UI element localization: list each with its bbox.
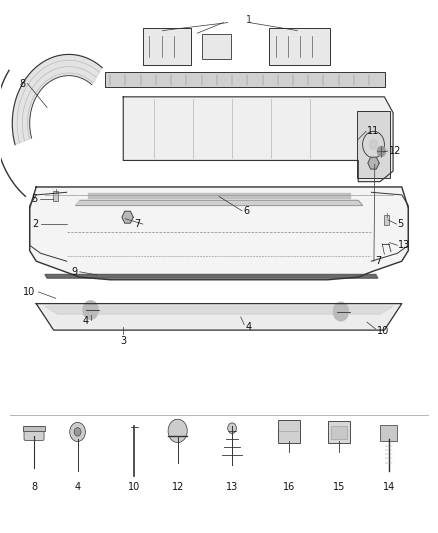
Text: 4: 4 bbox=[245, 322, 251, 333]
Text: 10: 10 bbox=[377, 326, 389, 336]
Text: 14: 14 bbox=[383, 481, 395, 491]
Polygon shape bbox=[368, 157, 379, 169]
FancyBboxPatch shape bbox=[357, 111, 390, 178]
Circle shape bbox=[83, 301, 99, 319]
FancyBboxPatch shape bbox=[328, 421, 350, 443]
Circle shape bbox=[74, 427, 81, 436]
FancyBboxPatch shape bbox=[278, 419, 300, 443]
Circle shape bbox=[377, 146, 386, 157]
FancyBboxPatch shape bbox=[105, 72, 385, 87]
Polygon shape bbox=[88, 193, 350, 198]
Polygon shape bbox=[30, 187, 408, 280]
Text: 1: 1 bbox=[247, 15, 253, 25]
FancyBboxPatch shape bbox=[202, 34, 231, 59]
Circle shape bbox=[70, 422, 85, 441]
Text: 12: 12 bbox=[389, 146, 401, 156]
Circle shape bbox=[333, 302, 349, 321]
Text: 10: 10 bbox=[128, 481, 140, 491]
Circle shape bbox=[369, 139, 378, 150]
Text: 10: 10 bbox=[23, 287, 35, 297]
Polygon shape bbox=[45, 306, 393, 314]
Polygon shape bbox=[45, 274, 378, 278]
Polygon shape bbox=[12, 54, 102, 144]
Text: 7: 7 bbox=[375, 256, 381, 266]
Circle shape bbox=[228, 423, 237, 433]
Text: 8: 8 bbox=[31, 481, 37, 491]
Text: 9: 9 bbox=[71, 267, 78, 277]
FancyBboxPatch shape bbox=[331, 425, 346, 439]
Text: 16: 16 bbox=[283, 481, 295, 491]
Text: 2: 2 bbox=[32, 219, 39, 229]
Text: 12: 12 bbox=[171, 481, 184, 491]
FancyBboxPatch shape bbox=[269, 28, 330, 65]
FancyBboxPatch shape bbox=[381, 425, 397, 441]
Text: 3: 3 bbox=[120, 336, 126, 346]
Text: 6: 6 bbox=[243, 206, 249, 216]
FancyBboxPatch shape bbox=[23, 426, 46, 431]
Text: 5: 5 bbox=[31, 193, 37, 204]
Polygon shape bbox=[123, 97, 393, 182]
Polygon shape bbox=[122, 211, 133, 223]
Text: 11: 11 bbox=[367, 126, 379, 136]
Text: 7: 7 bbox=[134, 219, 141, 229]
FancyBboxPatch shape bbox=[24, 426, 44, 440]
Bar bbox=[384, 215, 389, 224]
Text: 13: 13 bbox=[226, 481, 238, 491]
Text: 4: 4 bbox=[74, 481, 81, 491]
Polygon shape bbox=[36, 304, 402, 330]
Circle shape bbox=[168, 419, 187, 442]
FancyBboxPatch shape bbox=[143, 28, 191, 65]
Text: 8: 8 bbox=[19, 78, 25, 88]
Text: 5: 5 bbox=[397, 219, 404, 229]
Text: 4: 4 bbox=[82, 316, 88, 326]
Text: 15: 15 bbox=[332, 481, 345, 491]
Bar bbox=[53, 191, 58, 201]
Text: 13: 13 bbox=[398, 240, 410, 251]
Polygon shape bbox=[75, 200, 363, 206]
